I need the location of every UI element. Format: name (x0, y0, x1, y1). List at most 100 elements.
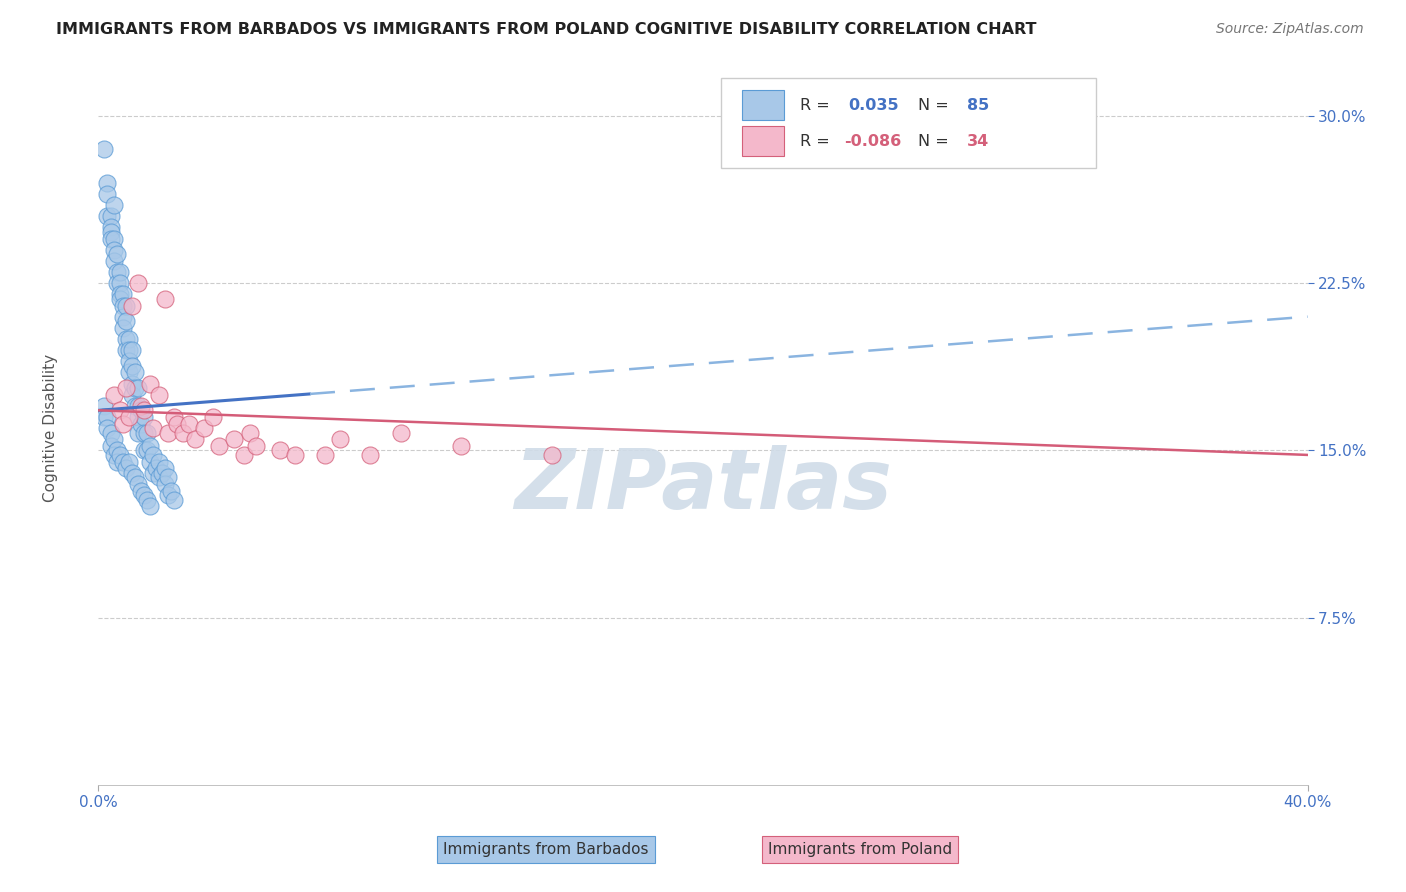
Point (96, 210, 118, 224)
Point (103, 254, 125, 268)
Point (132, 443, 155, 458)
Point (172, 425, 194, 440)
Point (132, 410, 155, 425)
Point (540, 448, 562, 462)
Point (129, 417, 152, 431)
Point (100, 210, 122, 224)
Text: Source: ZipAtlas.com: Source: ZipAtlas.com (1216, 22, 1364, 37)
Point (314, 448, 336, 462)
Point (100, 439, 122, 453)
Point (108, 448, 131, 462)
FancyBboxPatch shape (742, 90, 785, 120)
Point (96, 176, 118, 190)
Point (96, 187, 118, 202)
Point (100, 225, 122, 239)
Point (118, 366, 141, 380)
Text: Cognitive Disability: Cognitive Disability (42, 354, 58, 502)
Point (160, 483, 183, 498)
Point (118, 410, 141, 425)
Point (132, 425, 155, 440)
Point (135, 425, 157, 440)
Point (111, 417, 134, 431)
Text: Immigrants from Poland: Immigrants from Poland (768, 842, 952, 856)
Point (96, 410, 118, 425)
Point (450, 439, 472, 453)
Point (127, 410, 149, 425)
Point (139, 455, 162, 469)
Point (129, 403, 152, 417)
Point (148, 387, 170, 401)
FancyBboxPatch shape (721, 78, 1097, 168)
Point (93, 143, 115, 157)
Point (179, 417, 201, 431)
Point (145, 461, 167, 475)
Point (121, 376, 143, 391)
Text: N =: N = (918, 134, 955, 149)
Point (103, 198, 125, 212)
Text: ZIPatlas: ZIPatlas (515, 445, 891, 525)
Point (142, 466, 165, 480)
Point (202, 410, 225, 425)
Point (127, 399, 149, 413)
Point (153, 476, 176, 491)
Point (96, 421, 118, 435)
Point (360, 448, 382, 462)
Point (111, 310, 134, 324)
Point (148, 455, 170, 469)
Point (114, 381, 136, 395)
Point (108, 277, 131, 291)
Point (108, 292, 131, 306)
Point (142, 448, 165, 462)
Point (156, 425, 179, 440)
Point (142, 421, 165, 435)
Point (239, 425, 262, 440)
Point (118, 343, 141, 358)
Point (103, 448, 125, 462)
Point (193, 421, 215, 435)
Point (224, 433, 246, 447)
Point (121, 343, 143, 358)
Point (139, 376, 162, 391)
Point (108, 265, 131, 279)
Point (111, 321, 134, 335)
Point (127, 425, 149, 440)
Point (245, 439, 267, 453)
Point (135, 443, 157, 458)
Point (269, 443, 291, 458)
Point (124, 470, 146, 484)
Text: N =: N = (918, 97, 955, 112)
Point (163, 410, 186, 425)
Point (118, 332, 141, 346)
Point (124, 366, 146, 380)
Point (111, 455, 134, 469)
Point (105, 247, 128, 261)
Point (329, 433, 352, 447)
Point (132, 403, 155, 417)
Point (184, 433, 207, 447)
Point (105, 277, 128, 291)
Text: R =: R = (800, 134, 835, 149)
Point (150, 466, 173, 480)
Point (105, 443, 128, 458)
Point (129, 483, 152, 498)
Point (100, 220, 122, 235)
Point (114, 332, 136, 346)
Point (389, 425, 412, 440)
Point (121, 359, 143, 373)
Point (103, 232, 125, 246)
Point (148, 470, 170, 484)
Point (208, 439, 231, 453)
Point (132, 488, 155, 502)
Point (124, 399, 146, 413)
Point (103, 433, 125, 447)
Point (114, 314, 136, 328)
Text: 0.035: 0.035 (848, 97, 898, 112)
Text: -0.086: -0.086 (845, 134, 901, 149)
Point (127, 277, 149, 291)
Point (108, 403, 131, 417)
Point (100, 232, 122, 246)
FancyBboxPatch shape (742, 126, 785, 156)
Point (100, 425, 122, 440)
Point (114, 298, 136, 313)
Point (93, 410, 115, 425)
